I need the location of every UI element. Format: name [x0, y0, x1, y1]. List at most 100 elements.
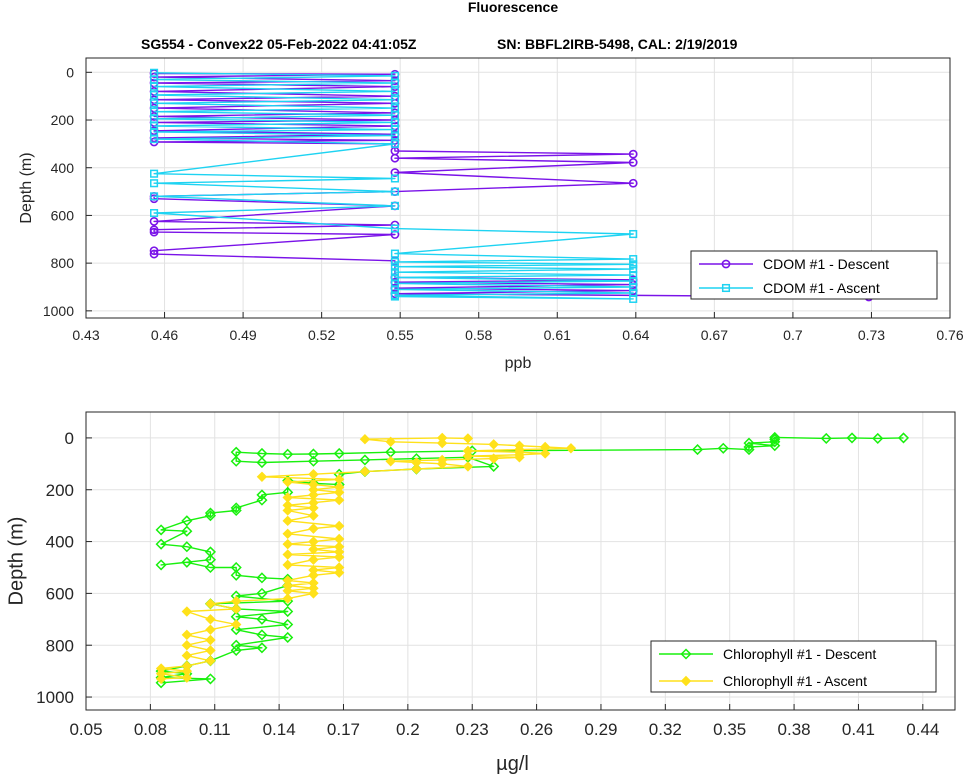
- axes-frame: [85, 411, 956, 711]
- legend-label: CDOM #1 - Descent: [763, 256, 889, 272]
- data-point: [282, 618, 294, 631]
- data-point: [872, 432, 884, 444]
- y-axis-label: Depth (m): [5, 517, 27, 606]
- data-point: [282, 631, 294, 644]
- x-tick-label: 0.38: [778, 720, 811, 739]
- data-point: [230, 603, 242, 615]
- data-point: [436, 432, 448, 444]
- data-point: [181, 672, 193, 683]
- data-point: [539, 448, 551, 459]
- x-tick-label: 0.29: [584, 720, 617, 739]
- x-tick-label: 0.55: [387, 327, 414, 343]
- legend-marker: [721, 259, 731, 269]
- x-tick-label: 0.49: [229, 327, 256, 343]
- data-point: [488, 453, 499, 464]
- data-point: [256, 572, 268, 584]
- data-point: [181, 515, 193, 527]
- y-tick-label: 600: [51, 207, 75, 223]
- data-point: [308, 523, 319, 534]
- data-point: [628, 178, 638, 188]
- data-point: [565, 443, 577, 454]
- data-point: [436, 454, 448, 466]
- data-point: [333, 541, 345, 552]
- data-point: [204, 510, 217, 522]
- data-point: [150, 179, 159, 188]
- axes-frame: [85, 57, 951, 319]
- data-point: [155, 524, 167, 536]
- figure-title: Fluorescence: [467, 0, 559, 15]
- data-point: [629, 229, 638, 239]
- data-point: [308, 510, 319, 521]
- data-point: [308, 536, 319, 547]
- data-point: [181, 525, 193, 537]
- y-tick-label: 1000: [36, 688, 74, 707]
- x-tick-label: 0.52: [308, 327, 335, 343]
- data-point: [150, 192, 159, 201]
- data-point: [333, 474, 345, 485]
- data-point: [359, 466, 371, 477]
- data-point: [205, 655, 216, 666]
- data-point: [390, 257, 399, 266]
- data-point: [204, 673, 217, 685]
- chlorophyll-1-ascent-series: [155, 432, 577, 685]
- data-point: [181, 650, 193, 661]
- x-tick-label: 0.08: [134, 720, 167, 739]
- data-point: [282, 515, 293, 527]
- x-tick-label: 0.2: [396, 720, 420, 739]
- data-point: [230, 561, 242, 574]
- data-point: [256, 613, 268, 625]
- data-point: [488, 460, 500, 472]
- series-line: [153, 72, 634, 300]
- data-point: [230, 619, 242, 630]
- data-point: [181, 606, 193, 617]
- data-point: [390, 230, 400, 239]
- y-tick-label: 0: [65, 429, 74, 448]
- data-point: [390, 87, 399, 96]
- x-tick-label: 0.32: [649, 720, 682, 739]
- x-tick-label: 0.44: [906, 720, 939, 739]
- y-tick-label: 600: [46, 585, 74, 604]
- data-point: [333, 520, 345, 532]
- data-point: [333, 533, 345, 545]
- data-point: [539, 441, 551, 453]
- x-tick-label: 0.26: [520, 720, 553, 739]
- data-point: [390, 268, 399, 277]
- x-tick-label: 0.73: [858, 327, 885, 343]
- x-axis-label: ppb: [505, 355, 532, 372]
- data-point: [743, 444, 755, 456]
- chlorophyll-chart: 0.05 0.08 0.11 0.14 0.17 0.2 0.23 0.26 0.29 0.32 0…: [5, 411, 956, 775]
- data-point: [150, 169, 159, 178]
- x-tick-label: 0.11: [199, 720, 231, 739]
- x-tick-label: 0.76: [936, 327, 963, 343]
- data-point: [150, 90, 159, 100]
- cdom-chart: 0.43 0.46 0.49 0.52 0.55 0.58 0.61 0.64 0.67 0.7 0…: [18, 57, 964, 372]
- x-tick-label: 0.17: [327, 720, 360, 739]
- data-point: [155, 538, 167, 550]
- legend: CDOM #1 - Descent CDOM #1 - Ascent: [690, 250, 938, 300]
- x-tick-label: 0.35: [713, 720, 746, 739]
- legend-label: Chlorophyll #1 - Descent: [723, 646, 876, 662]
- data-point: [390, 71, 399, 80]
- x-tick-label: 0.64: [622, 327, 649, 343]
- data-point: [743, 441, 755, 453]
- data-point: [256, 587, 268, 599]
- data-point: [282, 492, 293, 503]
- data-point: [743, 437, 755, 449]
- legend-label: Chlorophyll #1 - Ascent: [723, 673, 867, 689]
- legend-marker: [680, 648, 692, 660]
- legend-box: [650, 640, 937, 693]
- figure-subtitle-right: SN: BBFL2IRB-5498, CAL: 2/19/2019: [497, 36, 738, 52]
- y-tick-label: 200: [46, 481, 74, 500]
- data-point: [230, 595, 242, 607]
- data-point: [390, 224, 399, 233]
- data-point: [390, 104, 399, 113]
- data-point: [256, 629, 268, 641]
- data-point: [308, 479, 319, 490]
- y-tick-label: 800: [46, 636, 74, 655]
- data-point: [769, 440, 781, 452]
- y-tick-label: 400: [51, 160, 75, 176]
- data-point: [282, 528, 293, 539]
- data-point: [359, 454, 371, 466]
- data-point: [181, 629, 193, 641]
